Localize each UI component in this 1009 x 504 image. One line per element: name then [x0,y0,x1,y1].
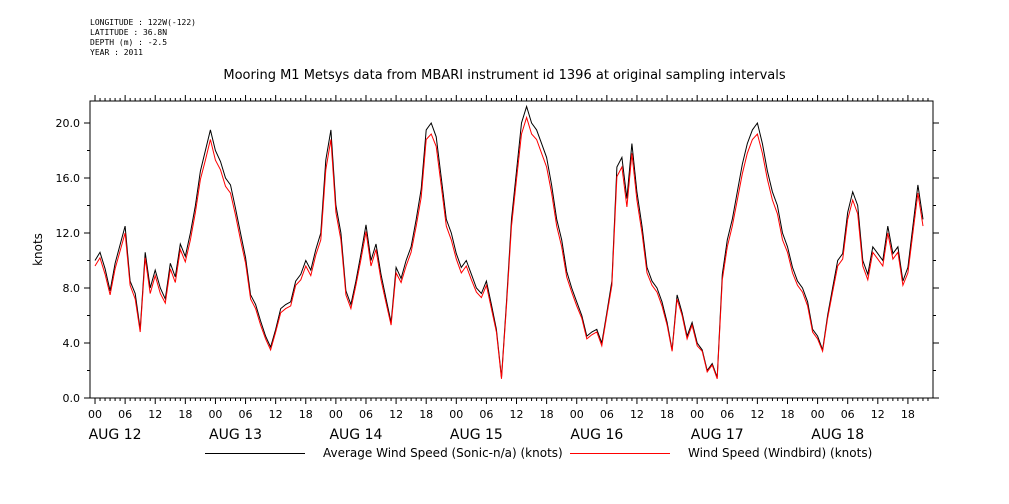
legend-item-sonic: Average Wind Speed (Sonic-n/a) (knots) [205,446,563,460]
legend-item-windbird: Wind Speed (Windbird) (knots) [570,446,872,460]
x-hour-label: 12 [630,408,644,421]
x-hour-label: 06 [359,408,373,421]
x-hour-label: 18 [299,408,313,421]
x-hour-label: 12 [269,408,283,421]
x-hour-label: 00 [690,408,704,421]
x-hour-label: 12 [510,408,524,421]
series-line-sonic [94,104,924,378]
x-hour-label: 18 [540,408,554,421]
mooring-metadata: LONGITUDE : 122W(-122) LATITUDE : 36.8N … [90,18,196,58]
x-hour-label: 18 [780,408,794,421]
year-text: YEAR : 2011 [90,48,143,57]
x-hour-label: 12 [871,408,885,421]
x-hour-label: 06 [239,408,253,421]
x-hour-label: 00 [329,408,343,421]
x-hour-label: 18 [178,408,192,421]
x-hour-label: 12 [750,408,764,421]
x-hour-label: 18 [901,408,915,421]
legend-swatch-sonic [205,453,305,454]
x-hour-label: 00 [570,408,584,421]
depth-text: DEPTH (m) : -2.5 [90,38,168,47]
y-tick-label: 20.0 [56,117,81,130]
x-day-label: AUG 17 [691,427,744,443]
legend-swatch-windbird [570,453,670,454]
latitude-text: LATITUDE : 36.8N [90,28,168,37]
y-tick-label: 12.0 [56,227,81,240]
x-hour-label: 00 [811,408,825,421]
legend-label-windbird: Wind Speed (Windbird) (knots) [688,446,873,460]
x-hour-label: 06 [841,408,855,421]
legend-label-sonic: Average Wind Speed (Sonic-n/a) (knots) [323,446,563,460]
x-hour-label: 00 [449,408,463,421]
series-line-windbird [94,115,924,379]
x-day-label: AUG 16 [570,427,623,443]
x-hour-label: 06 [600,408,614,421]
y-tick-label: 4.0 [63,337,81,350]
y-tick-label: 16.0 [56,172,81,185]
x-hour-label: 06 [479,408,493,421]
x-hour-label: 00 [88,408,102,421]
longitude-text: LONGITUDE : 122W(-122) [90,18,196,27]
y-tick-label: 8.0 [63,282,81,295]
x-hour-label: 18 [660,408,674,421]
x-day-label: AUG 12 [89,427,142,443]
y-tick-label: 0.0 [63,392,81,405]
x-day-label: AUG 15 [450,427,503,443]
x-hour-label: 00 [208,408,222,421]
x-day-label: AUG 14 [329,427,382,443]
plot-frame [89,100,934,399]
chart-title: Mooring M1 Metsys data from MBARI instru… [223,68,786,83]
x-hour-label: 06 [720,408,734,421]
x-hour-label: 18 [419,408,433,421]
x-hour-label: 06 [118,408,132,421]
x-day-label: AUG 13 [209,427,262,443]
x-hour-label: 12 [148,408,162,421]
x-hour-label: 12 [389,408,403,421]
x-day-label: AUG 18 [811,427,864,443]
y-axis-label: knots [31,233,45,266]
